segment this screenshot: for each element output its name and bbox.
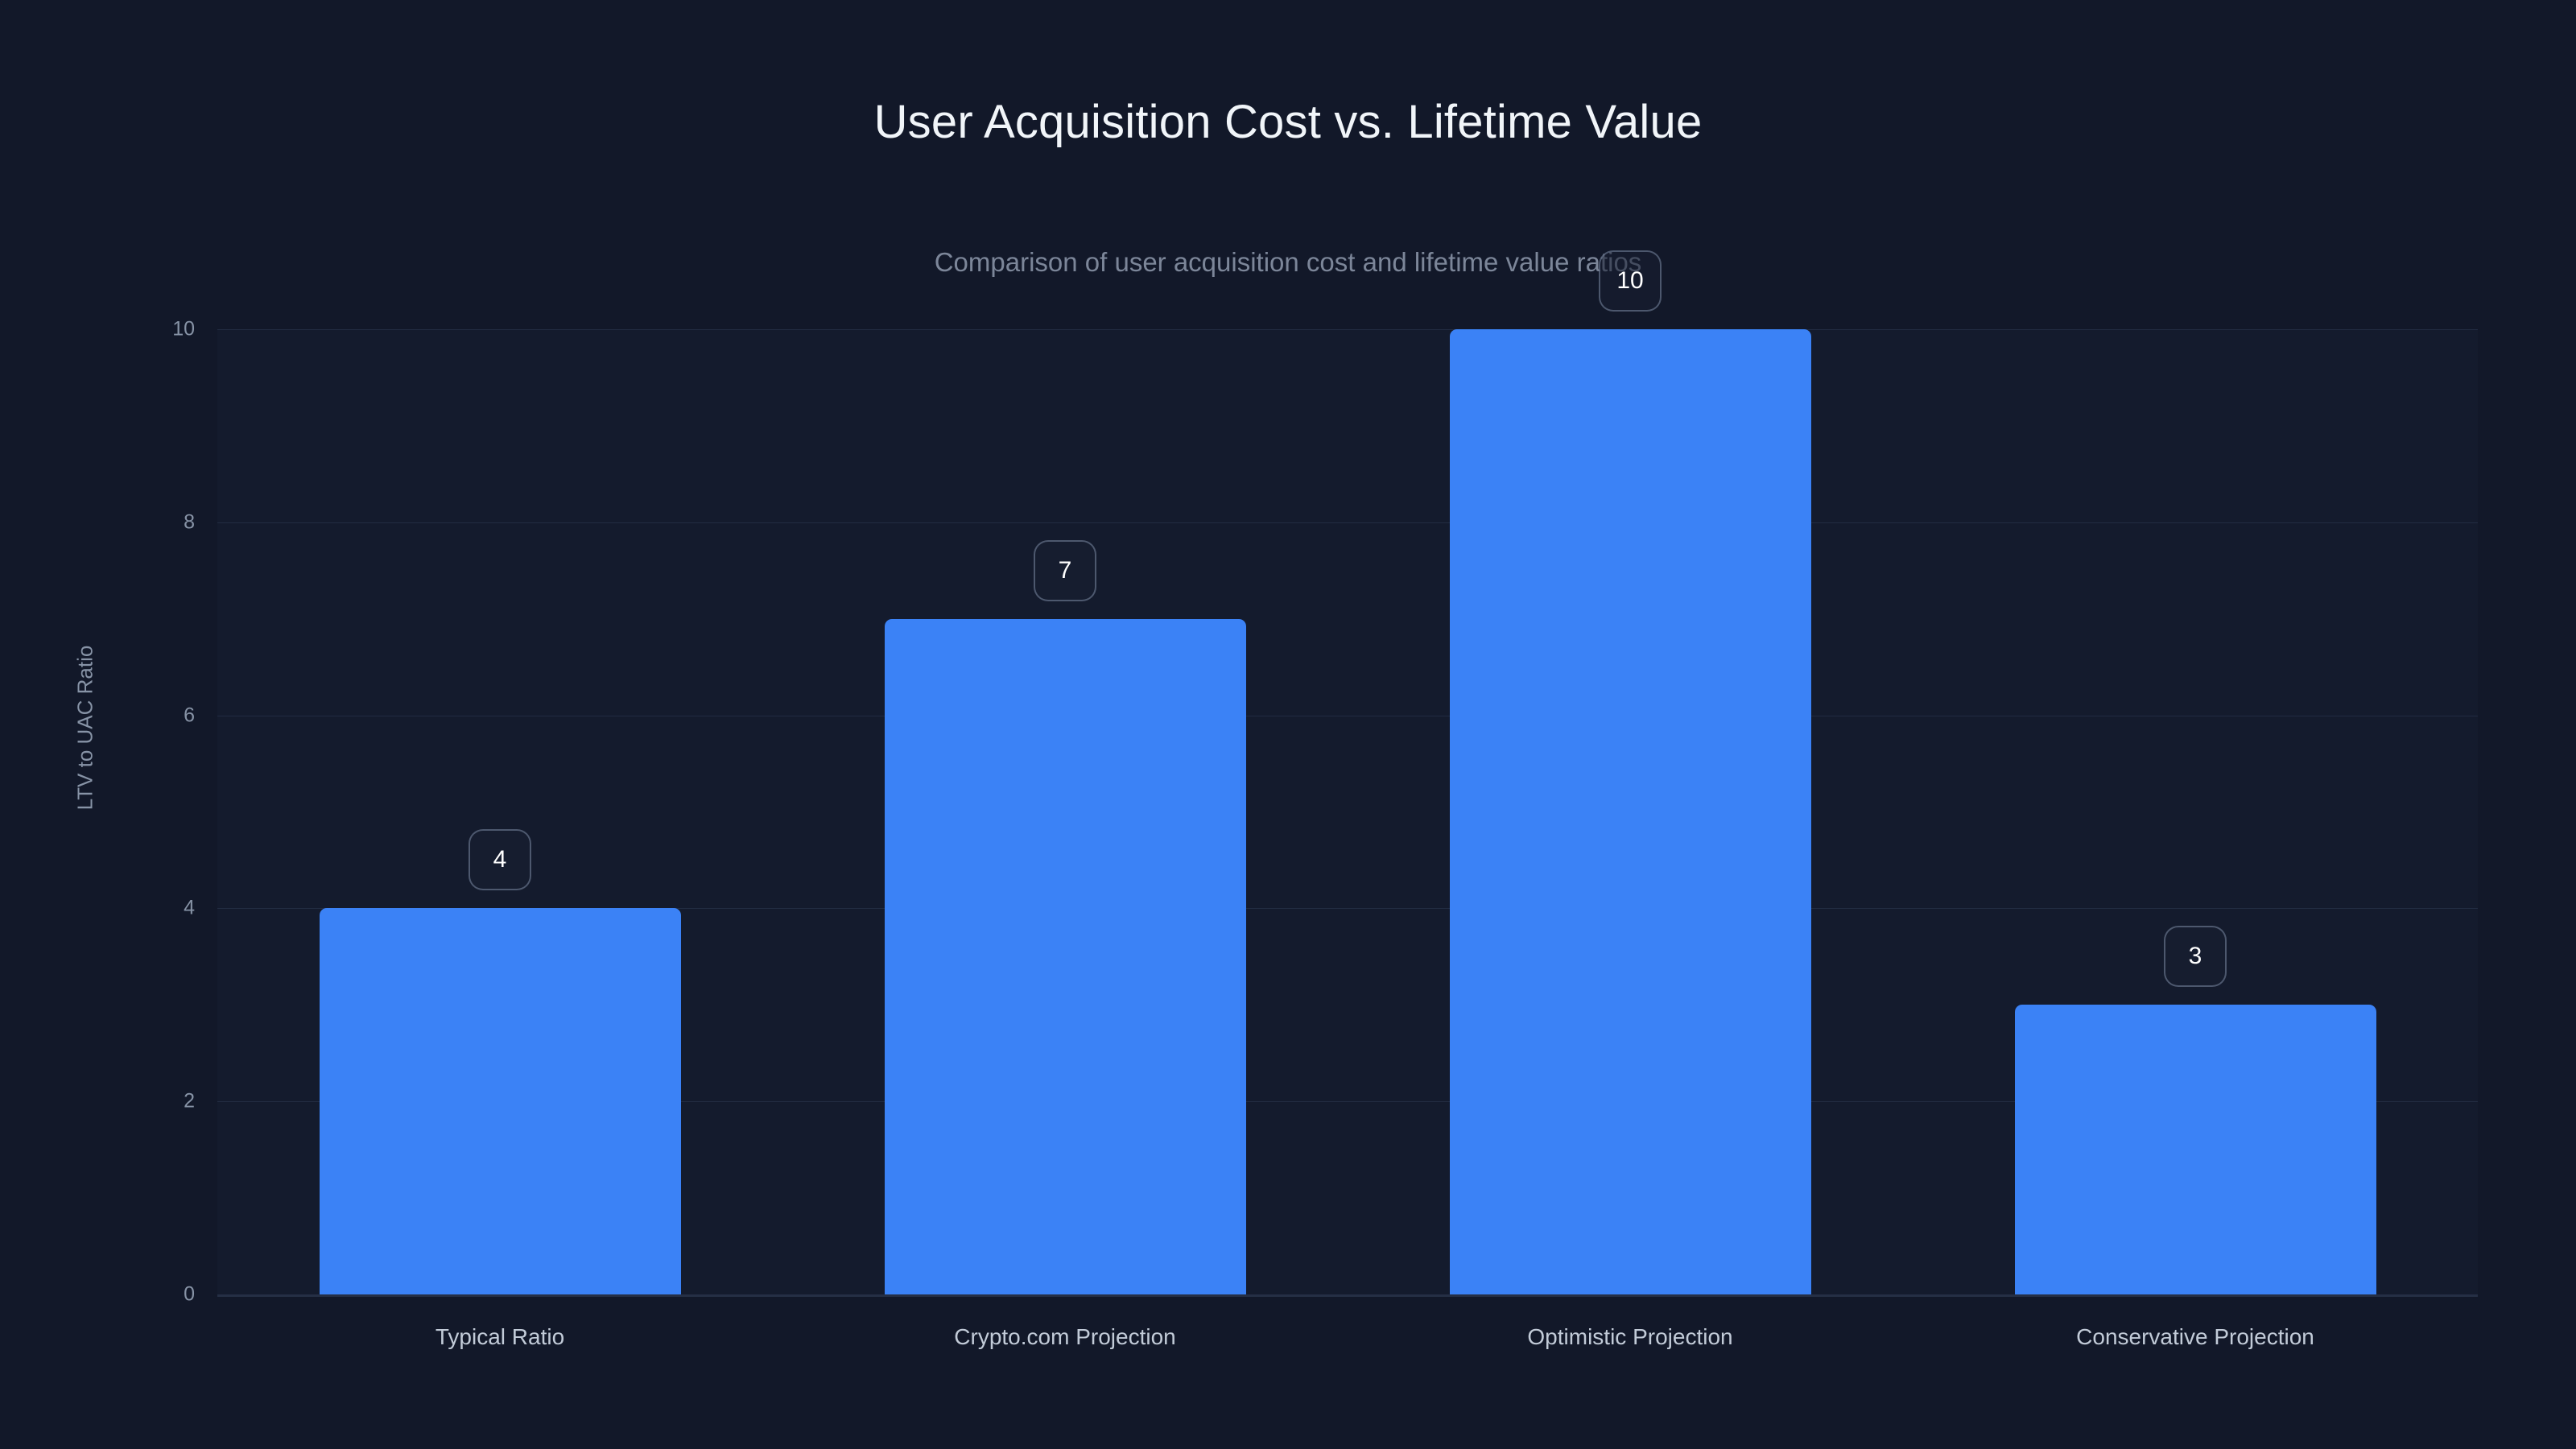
bar[interactable] bbox=[320, 908, 681, 1294]
bar[interactable] bbox=[2015, 1005, 2376, 1294]
gridline bbox=[217, 1101, 2478, 1102]
chart-title: User Acquisition Cost vs. Lifetime Value bbox=[873, 96, 1703, 148]
chart-subtitle: Comparison of user acquisition cost and … bbox=[934, 247, 1642, 277]
x-axis-tick-label: Crypto.com Projection bbox=[954, 1324, 1176, 1349]
bar-value-label: 10 bbox=[1599, 250, 1662, 312]
gridline bbox=[217, 908, 2478, 909]
y-axis-tick-label: 6 bbox=[184, 704, 195, 727]
y-axis-tick-label: 8 bbox=[184, 510, 195, 534]
x-axis-baseline bbox=[217, 1294, 2478, 1297]
x-axis-tick-label: Optimistic Projection bbox=[1527, 1324, 1733, 1349]
x-axis-tick-label: Conservative Projection bbox=[2076, 1324, 2314, 1349]
gridline bbox=[217, 522, 2478, 523]
y-axis-tick-label: 4 bbox=[184, 896, 195, 919]
y-axis-title: LTV to UAC Ratio bbox=[72, 645, 97, 811]
gridline bbox=[217, 329, 2478, 330]
bar[interactable] bbox=[885, 619, 1246, 1294]
bar-value-label: 4 bbox=[469, 829, 531, 890]
y-axis-tick-label: 2 bbox=[184, 1089, 195, 1113]
bar-value-label: 3 bbox=[2164, 926, 2227, 987]
x-axis-tick-label: Typical Ratio bbox=[435, 1324, 565, 1349]
y-axis-tick-label: 0 bbox=[184, 1282, 195, 1306]
bar-value-label: 7 bbox=[1034, 540, 1096, 601]
y-axis-tick-label: 10 bbox=[172, 317, 195, 341]
bar[interactable] bbox=[1450, 329, 1811, 1294]
